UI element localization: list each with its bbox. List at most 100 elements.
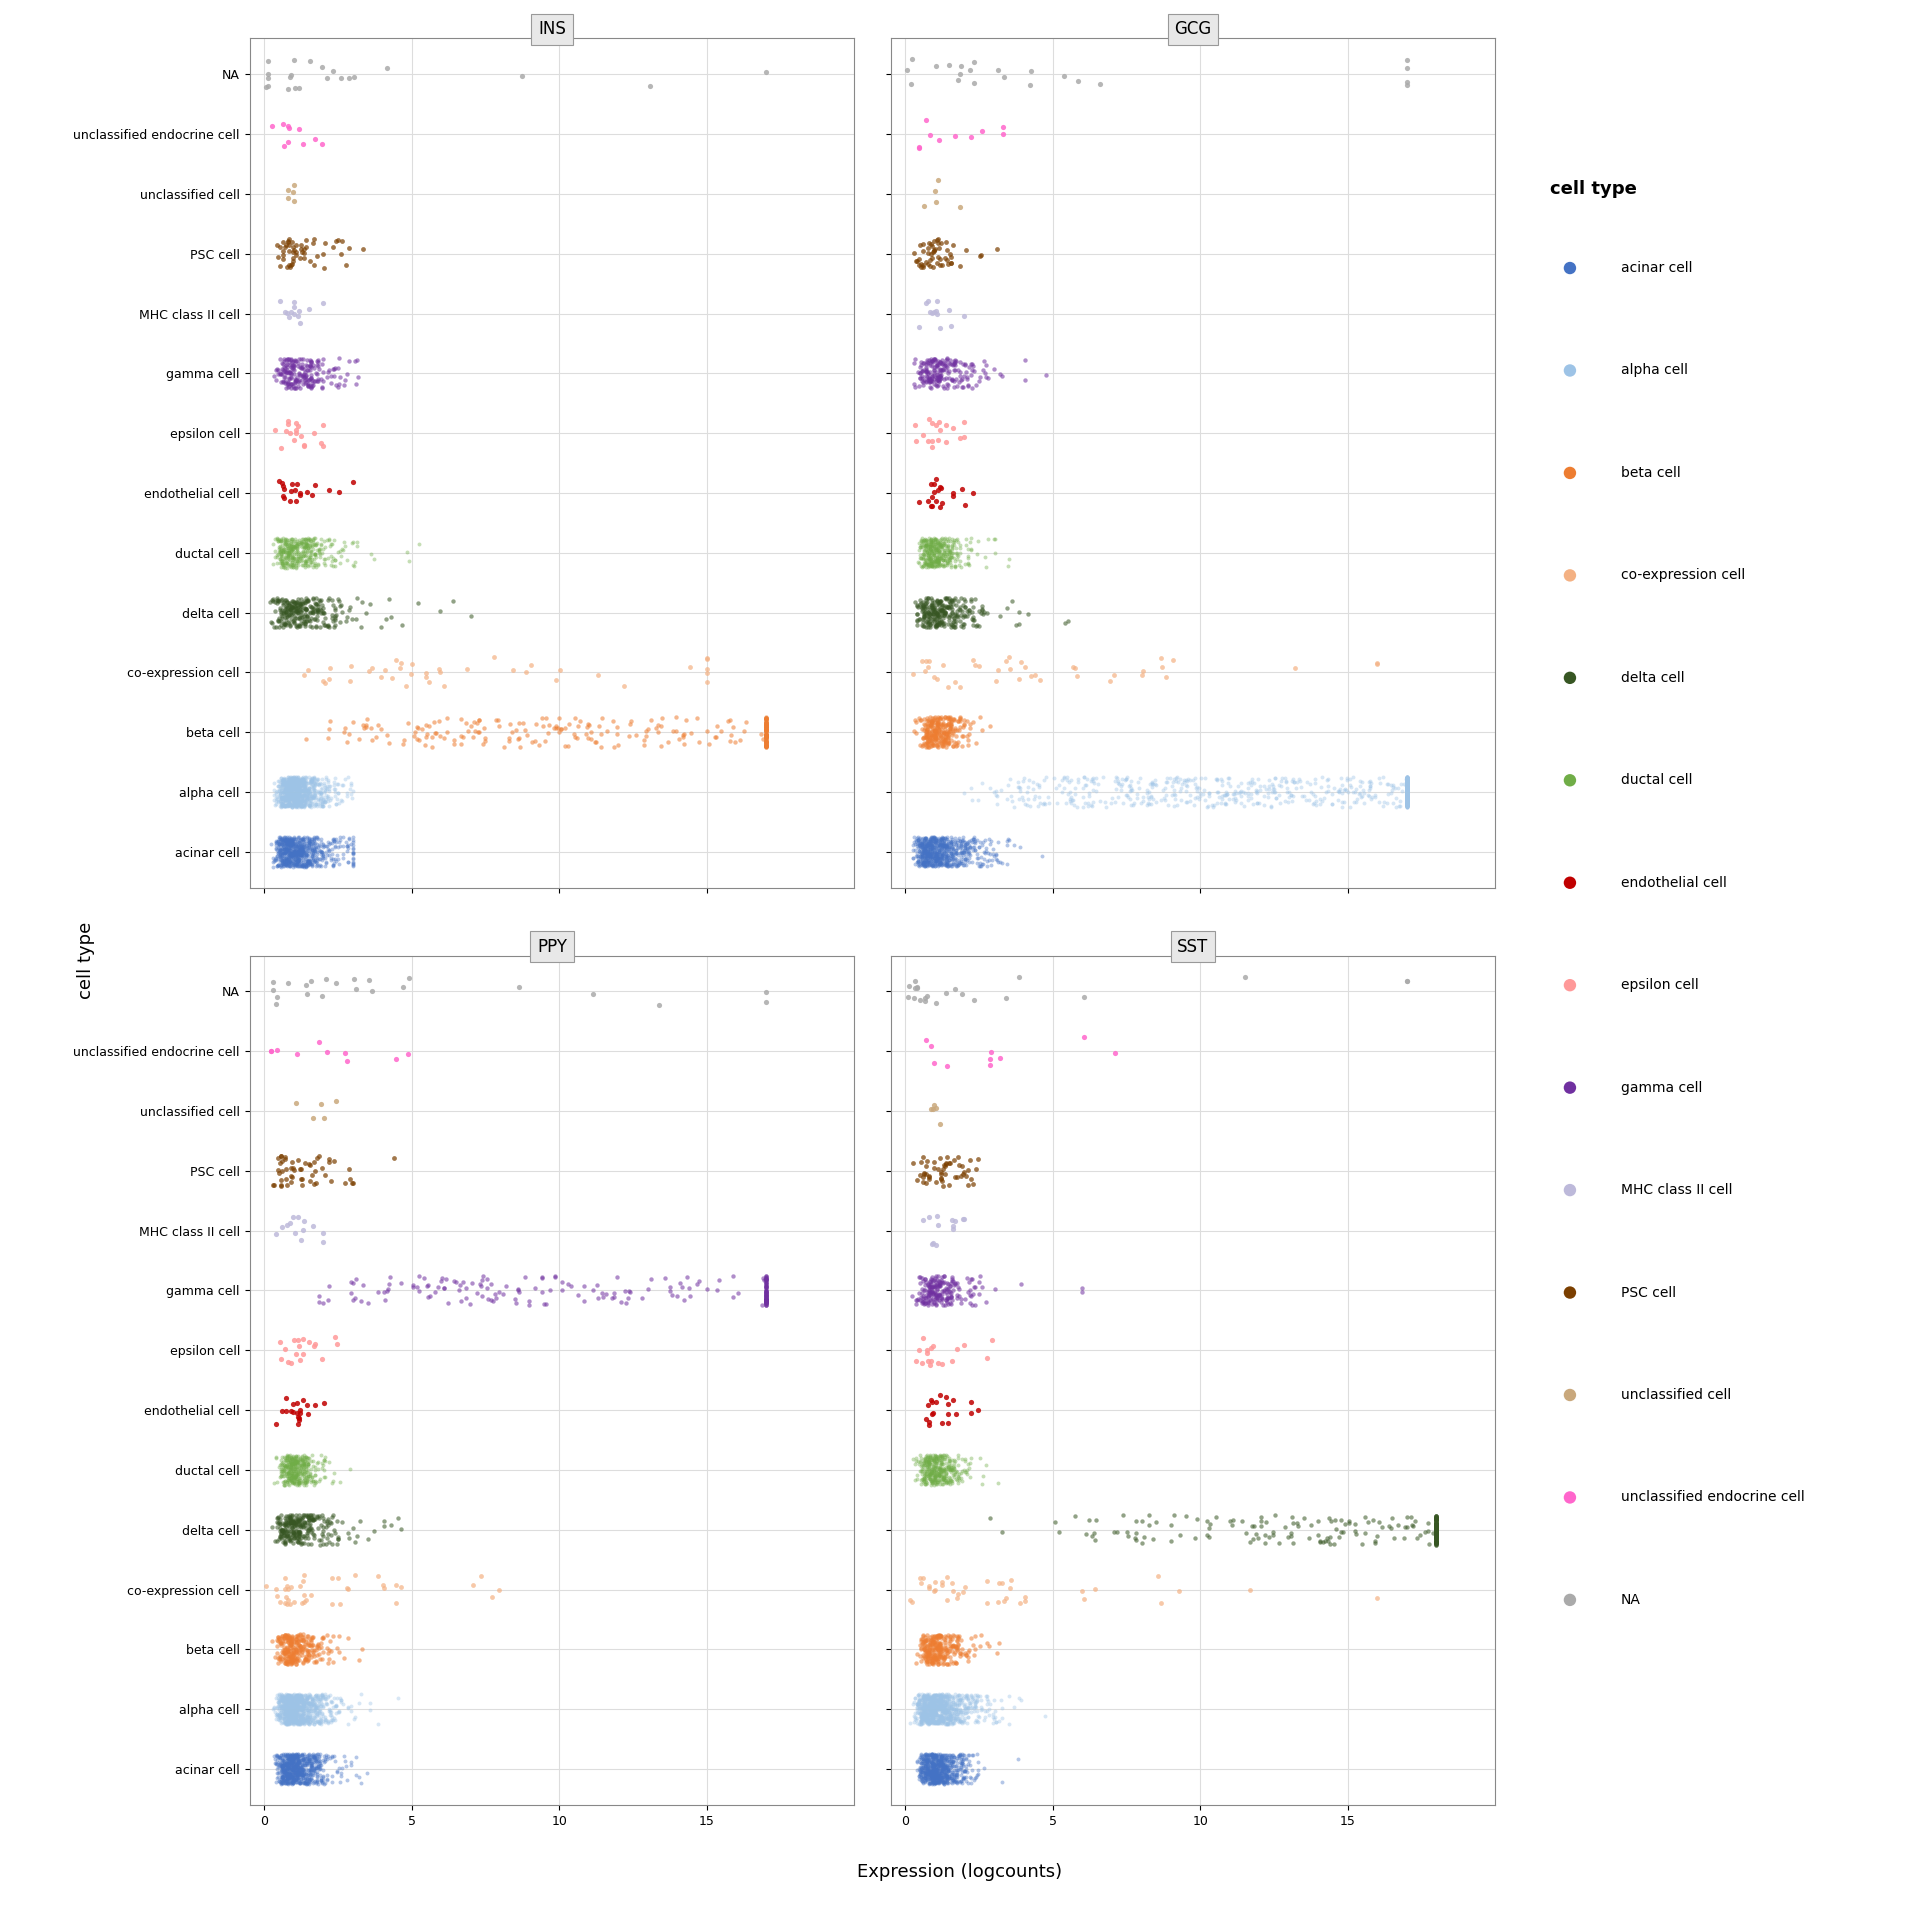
Point <box>269 1644 300 1674</box>
Point <box>278 837 309 868</box>
Point <box>282 841 313 872</box>
Point <box>1421 1523 1452 1553</box>
Point <box>910 824 941 854</box>
Point <box>300 522 330 553</box>
Point <box>1392 785 1423 816</box>
Point <box>1221 785 1252 816</box>
Point <box>294 1747 324 1778</box>
Point <box>275 841 305 872</box>
Point <box>288 774 319 804</box>
Point <box>897 829 927 860</box>
Point <box>286 833 317 864</box>
Point <box>292 1707 323 1738</box>
Point <box>948 826 979 856</box>
Point <box>271 1638 301 1668</box>
Point <box>935 344 966 374</box>
Point <box>273 1740 303 1770</box>
Point <box>1062 791 1092 822</box>
Point <box>904 1261 935 1292</box>
Point <box>962 1707 993 1738</box>
Point <box>1231 1519 1261 1549</box>
Point <box>313 524 344 555</box>
Point <box>280 1620 311 1651</box>
Point <box>273 826 303 856</box>
Point <box>1392 789 1423 820</box>
Point <box>459 716 490 747</box>
Point <box>280 1688 311 1718</box>
Point <box>902 1703 933 1734</box>
Point <box>714 705 745 735</box>
Point <box>1181 774 1212 804</box>
Point <box>303 768 334 799</box>
Point <box>945 1638 975 1668</box>
Point <box>925 1628 956 1659</box>
Point <box>1375 1513 1405 1544</box>
Point <box>947 1740 977 1770</box>
Point <box>922 847 952 877</box>
Point <box>927 824 958 854</box>
Point <box>353 1524 384 1555</box>
Point <box>904 1747 935 1778</box>
Point <box>282 549 313 580</box>
Point <box>265 1452 296 1482</box>
Point <box>553 1269 584 1300</box>
Point <box>925 361 956 392</box>
Point <box>301 1701 332 1732</box>
Point <box>925 1749 956 1780</box>
Point <box>271 1695 301 1726</box>
Point <box>916 831 947 862</box>
Point <box>261 230 292 261</box>
Point <box>284 1634 315 1665</box>
Point <box>908 540 939 570</box>
Point <box>914 1649 945 1680</box>
Point <box>937 1620 968 1651</box>
Point <box>286 1686 317 1716</box>
Point <box>933 841 964 872</box>
Point <box>966 1271 996 1302</box>
Point <box>920 831 950 862</box>
Point <box>288 344 319 374</box>
Point <box>920 1459 950 1490</box>
Point <box>271 826 301 856</box>
Point <box>309 851 340 881</box>
Point <box>271 609 301 639</box>
Point <box>280 1690 311 1720</box>
Point <box>280 768 311 799</box>
Point <box>1012 783 1043 814</box>
Point <box>261 1747 292 1778</box>
Point <box>284 828 315 858</box>
Point <box>924 532 954 563</box>
Point <box>265 1743 296 1774</box>
Point <box>288 1759 319 1789</box>
Point <box>303 1707 334 1738</box>
Point <box>1398 1509 1428 1540</box>
Point <box>924 1759 954 1789</box>
Point <box>943 1461 973 1492</box>
Point <box>317 1741 348 1772</box>
Point <box>1392 768 1423 799</box>
Point <box>453 714 484 745</box>
Point <box>276 1505 307 1536</box>
Point <box>751 703 781 733</box>
Point <box>269 482 300 513</box>
Point <box>927 1705 958 1736</box>
Point <box>916 720 947 751</box>
Point <box>910 655 941 685</box>
Point <box>1390 770 1421 801</box>
Point <box>1392 785 1423 816</box>
Point <box>931 1638 962 1668</box>
Point <box>263 1703 294 1734</box>
Point <box>288 1467 319 1498</box>
Point <box>927 1695 958 1726</box>
Point <box>457 1571 488 1601</box>
Point <box>927 726 958 756</box>
Point <box>265 766 296 797</box>
Point <box>1392 780 1423 810</box>
Point <box>1236 764 1267 795</box>
Point <box>935 589 966 620</box>
Point <box>286 1509 317 1540</box>
Point <box>910 1444 941 1475</box>
Point <box>1133 776 1164 806</box>
Point <box>931 1690 962 1720</box>
Point <box>1421 1526 1452 1557</box>
